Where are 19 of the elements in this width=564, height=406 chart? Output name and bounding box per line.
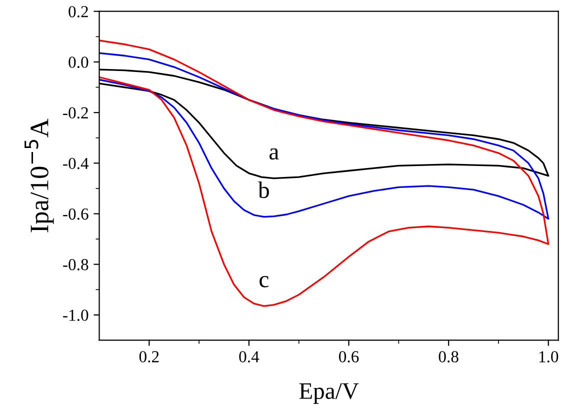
annotation: a — [270, 148, 279, 160]
y-tick-label: 0.0 — [68, 56, 88, 68]
y-tick-label: -0.4 — [63, 158, 89, 170]
y-tick-label: -0.8 — [63, 259, 88, 270]
annotation: c — [260, 276, 268, 288]
y-tick-label: -1.0 — [63, 310, 88, 321]
y-axis-title: Ipa/10$^{−5}$A — [24, 118, 54, 232]
y-tick-label: 0.2 — [68, 6, 88, 18]
x-tick-label: 0.4 — [239, 351, 260, 362]
y-tick-label: -0.2 — [63, 107, 88, 119]
x-axis-title: Epa/V — [299, 383, 359, 404]
line-series — [99, 40, 550, 307]
y-tick-label: -0.6 — [63, 208, 88, 220]
x-tick-label: 0.8 — [438, 351, 458, 362]
x-tick-label: 1.0 — [539, 351, 558, 362]
annotation: b — [258, 181, 269, 198]
x-tick-label: 0.2 — [139, 351, 159, 362]
line-series — [99, 52, 550, 220]
x-tick-label: 0.6 — [338, 351, 359, 362]
